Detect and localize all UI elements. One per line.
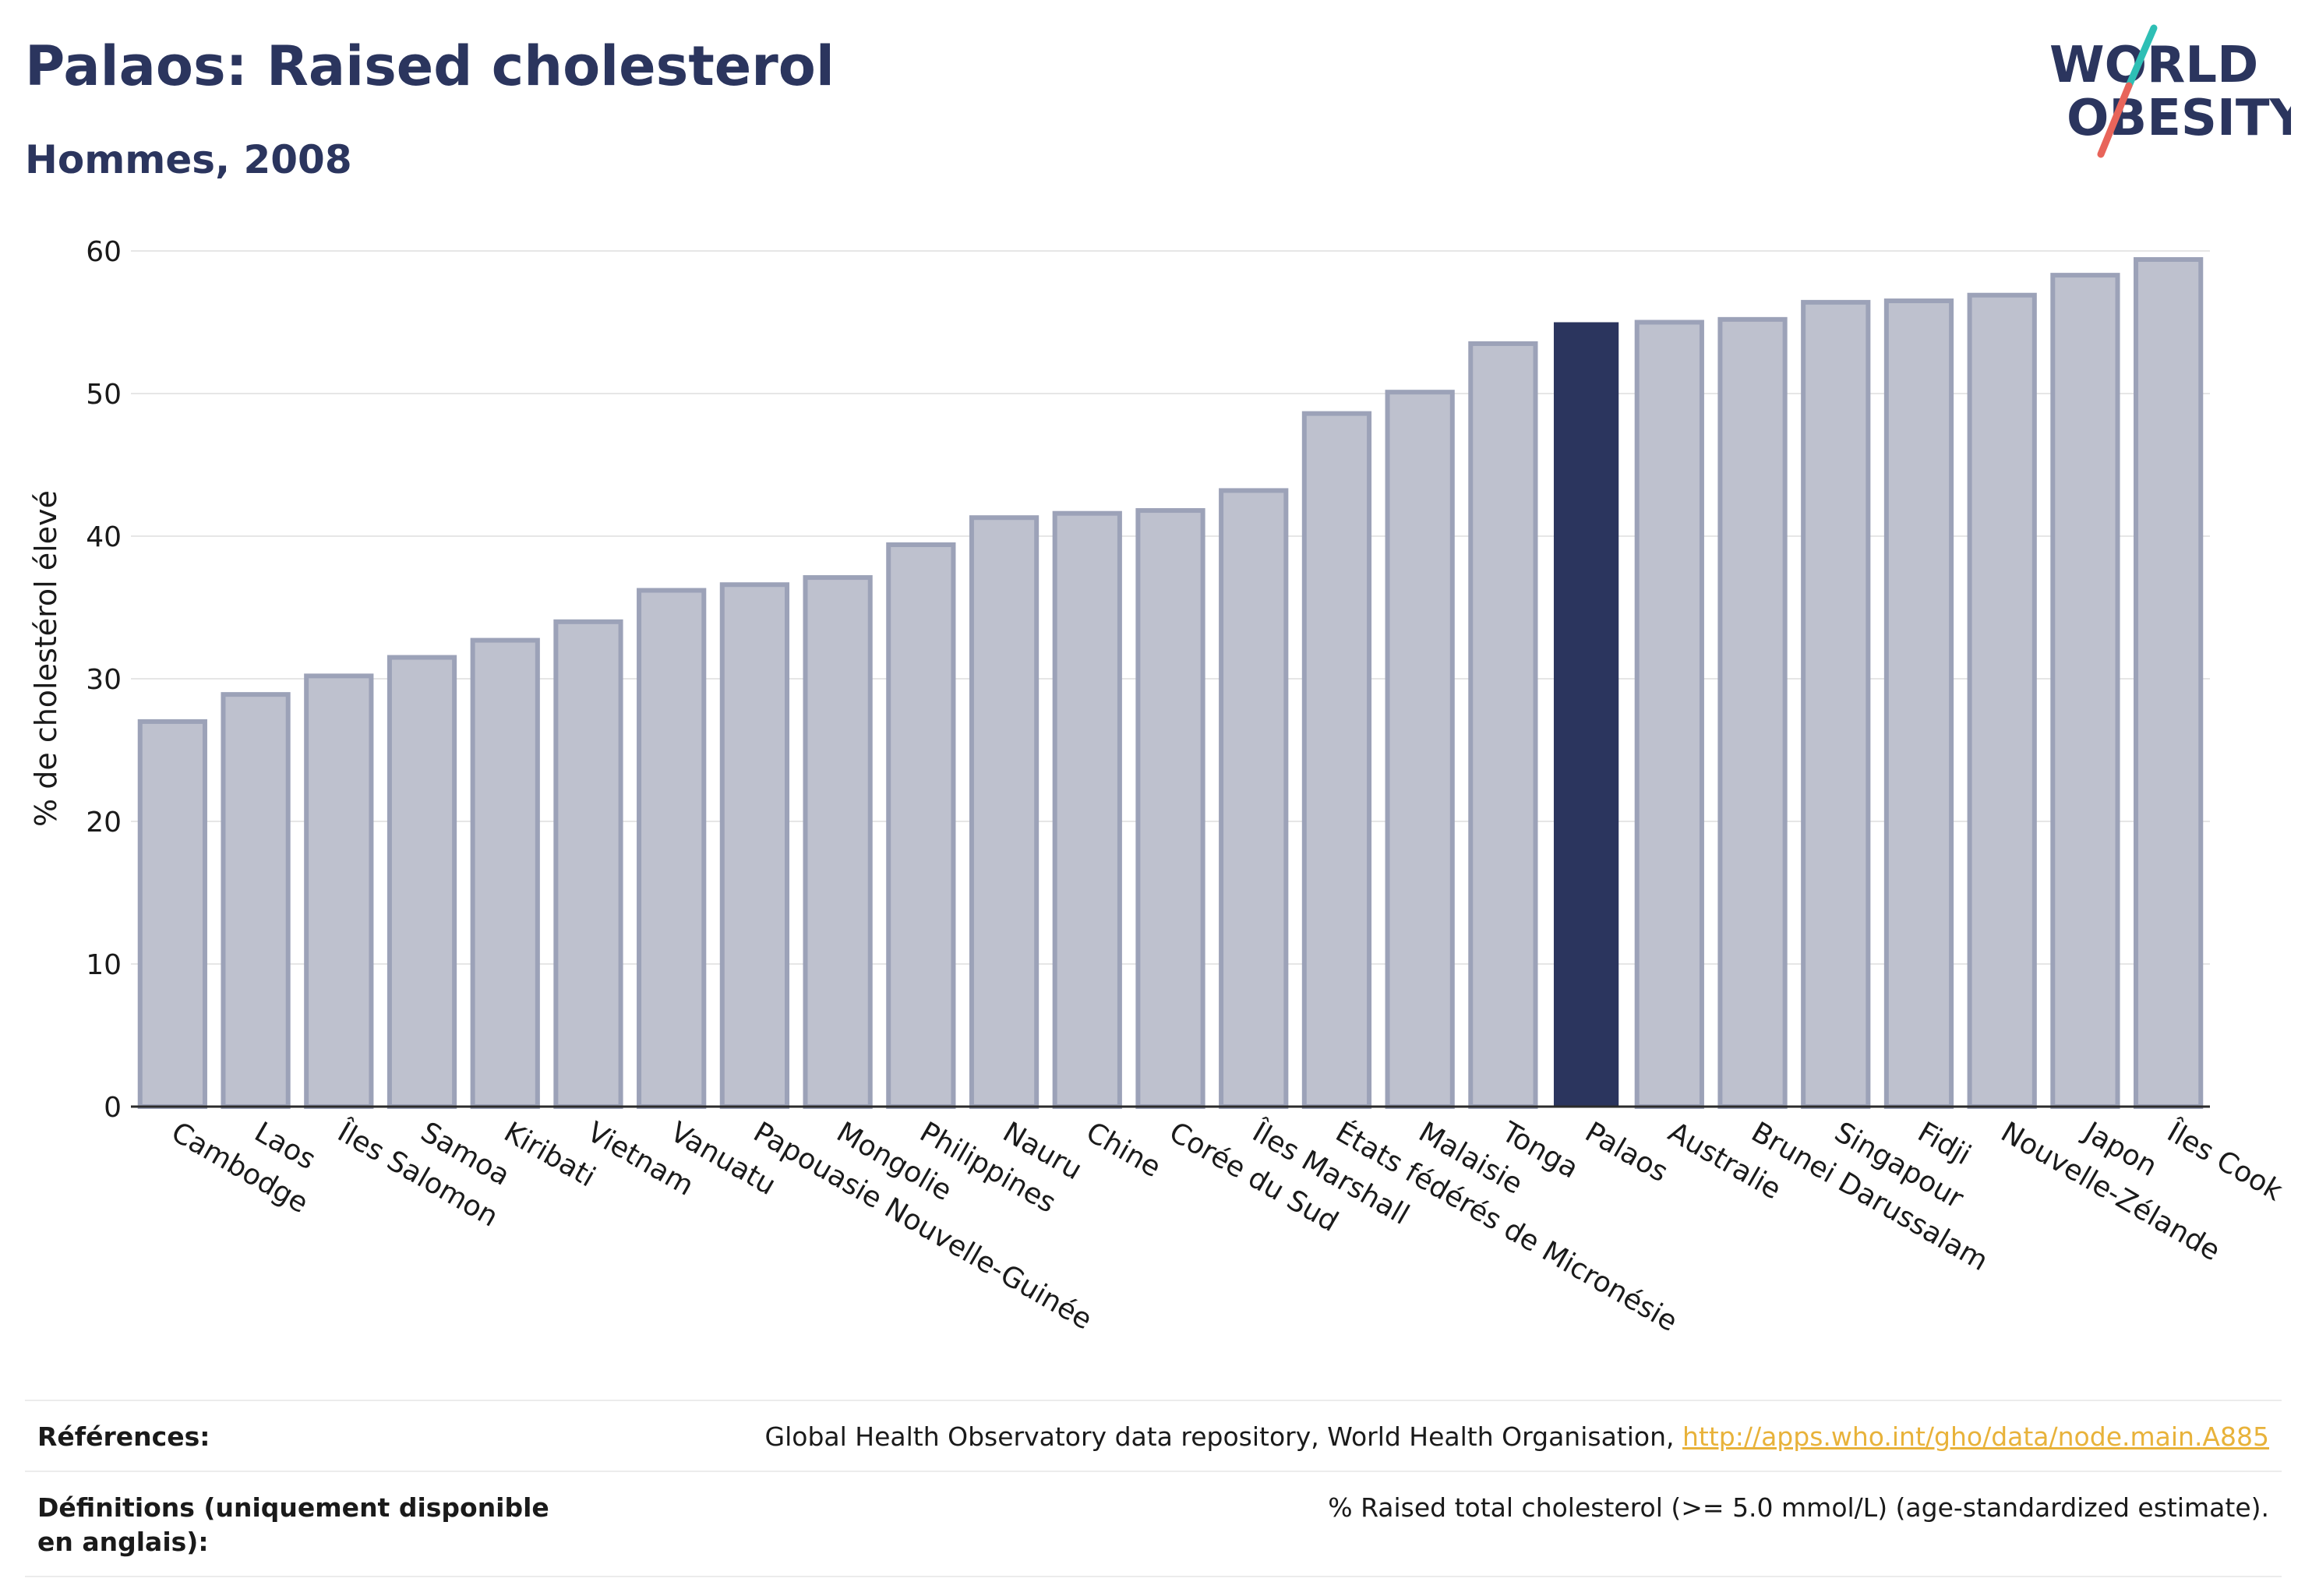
x-tick-label: Kiribati [499, 1116, 601, 1193]
bar-21 [1801, 299, 1871, 1109]
bar-24 [2050, 273, 2120, 1109]
y-tick-label: 40 [86, 521, 122, 553]
page-subtitle: Hommes, 2008 [25, 137, 352, 182]
y-axis-label: % de cholestérol élevé [29, 490, 63, 827]
x-tick-label: Chine [1081, 1116, 1167, 1184]
definitions-label: Définitions (uniquement disponible en an… [37, 1492, 549, 1558]
bar-11 [969, 515, 1040, 1109]
y-tick-label: 10 [86, 949, 122, 981]
bar-8 [719, 582, 790, 1109]
bar-20 [1717, 316, 1788, 1109]
y-tick-label: 60 [86, 236, 122, 268]
bar-1 [137, 719, 207, 1110]
logo-line-1: WORLD [2049, 37, 2258, 94]
definitions-value: % Raised total cholesterol (>= 5.0 mmol/… [1328, 1492, 2269, 1523]
bar-15 [1301, 411, 1372, 1109]
y-tick-label: 50 [86, 379, 122, 411]
bar-9 [803, 575, 873, 1109]
bar-2 [221, 692, 291, 1109]
references-row: Références: Global Health Observatory da… [25, 1400, 2282, 1471]
bar-23 [1967, 292, 2037, 1110]
x-tick-label: Palaos [1580, 1116, 1673, 1188]
bar-6 [553, 619, 623, 1109]
bar-14 [1219, 488, 1289, 1109]
definitions-row: Définitions (uniquement disponible en an… [25, 1470, 2282, 1577]
y-tick-label: 20 [86, 807, 122, 839]
references-label: Références: [37, 1421, 210, 1452]
references-value: Global Health Observatory data repositor… [765, 1420, 2269, 1455]
y-tick-label: 0 [104, 1092, 122, 1124]
x-tick-label: Îles Cook [2161, 1115, 2288, 1207]
bar-22 [1883, 298, 1954, 1109]
bar-19 [1634, 320, 1704, 1109]
y-tick-label: 30 [86, 664, 122, 696]
world-obesity-logo: WORLD OBESITY [2049, 24, 2291, 158]
footer: Références: Global Health Observatory da… [25, 1400, 2282, 1577]
references-link[interactable]: http://apps.who.int/gho/data/node.main.A… [1682, 1421, 2269, 1452]
bar-17 [1468, 341, 1538, 1109]
bar-13 [1135, 508, 1205, 1109]
bar-25 [2134, 256, 2204, 1110]
bars [137, 256, 2204, 1110]
bar-5 [470, 637, 540, 1109]
bar-16 [1385, 390, 1455, 1110]
bar-18 [1553, 322, 1619, 1107]
logo-slash-teal [2125, 24, 2158, 90]
references-text: Global Health Observatory data repositor… [764, 1421, 1682, 1452]
logo-slash-coral [2097, 82, 2133, 158]
bar-4 [387, 655, 457, 1109]
bar-10 [886, 542, 956, 1109]
page-title: Palaos: Raised cholesterol [25, 34, 835, 98]
bar-12 [1052, 510, 1122, 1109]
bar-7 [637, 588, 707, 1109]
bar-3 [304, 673, 374, 1109]
